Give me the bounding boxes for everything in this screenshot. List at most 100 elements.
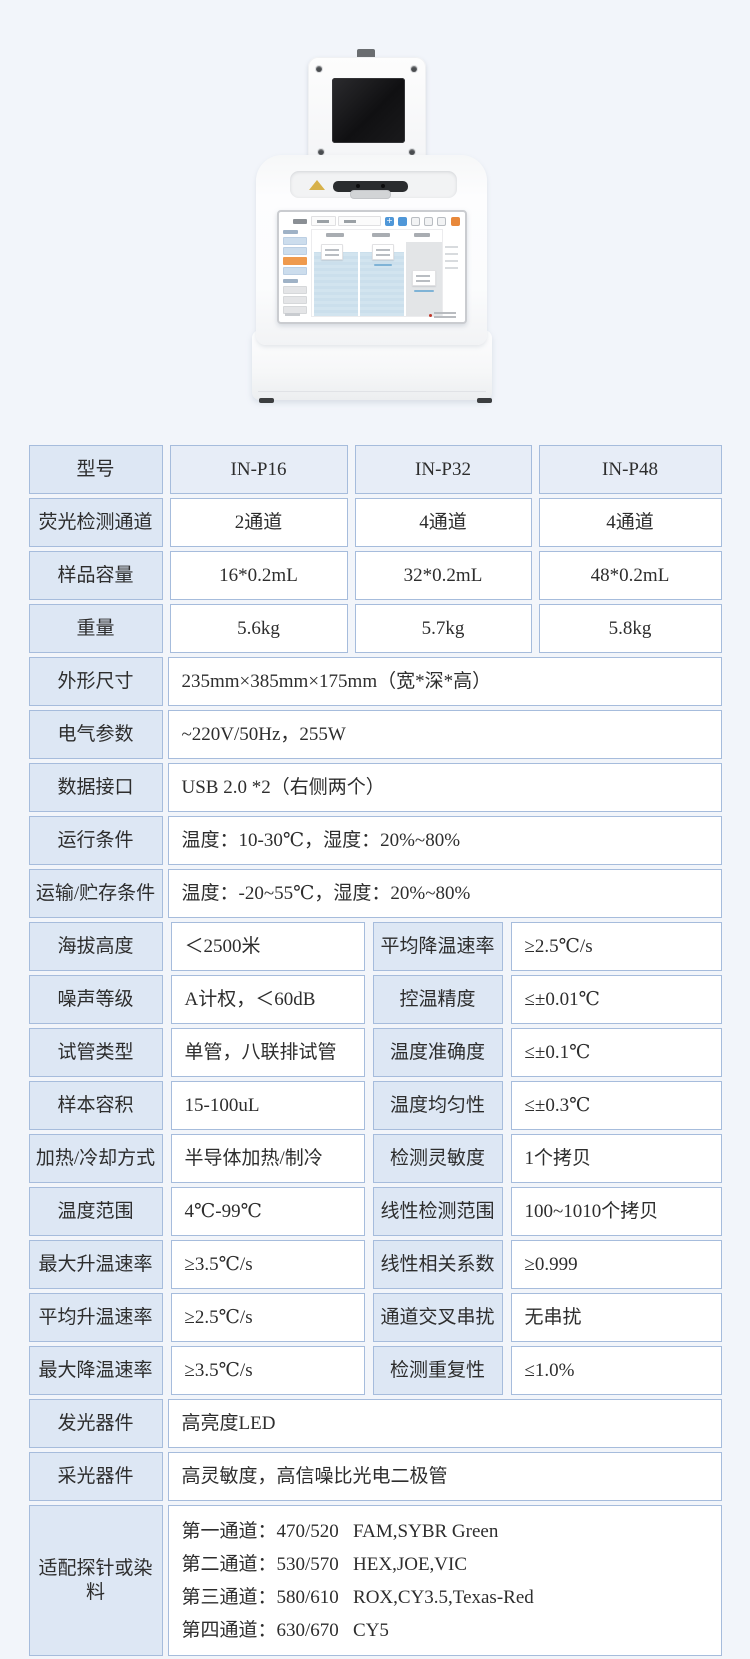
toolbar-icon-5: [437, 217, 446, 226]
spec-row: 外形尺寸 235mm×385mm×175mm（宽*深*高）: [28, 657, 722, 706]
spec-value: A计权，＜60dB: [170, 975, 365, 1024]
spec-row: 电气参数 ~220V/50Hz，255W: [28, 710, 722, 759]
screen-panel-1: [314, 242, 358, 316]
screen-main-area: [311, 229, 443, 317]
dye-channel-line: 第三通道：580/610 ROX,CY3.5,Texas-Red: [181, 1586, 534, 1608]
spec-label: 控温精度: [372, 975, 503, 1024]
spec-row: 发光器件 高亮度LED: [28, 1399, 722, 1448]
spec-value: ≥3.5℃/s: [170, 1346, 365, 1395]
screen-tab-1: [293, 219, 307, 224]
spec-table: 型号 IN-P16 IN-P32 IN-P48 荧光检测通道 2通道 4通道 4…: [28, 445, 722, 1656]
screen-panel-2: [360, 242, 404, 316]
spec-value: 无串扰: [510, 1293, 722, 1342]
spec-value: 5.7kg: [354, 604, 532, 653]
spec-label: 适配探针或染料: [28, 1505, 163, 1656]
spec-label: 样品容量: [28, 551, 163, 600]
spec-label: 电气参数: [28, 710, 163, 759]
spec-value: 高亮度LED: [167, 1399, 722, 1448]
spec-row: 温度范围 4℃-99℃ 线性检测范围 100~1010个拷贝: [28, 1187, 722, 1236]
spec-value: ＜2500米: [170, 922, 365, 971]
spec-label: 平均升温速率: [28, 1293, 163, 1342]
sample-block-slot: [333, 181, 408, 192]
spec-row: 运行条件 温度：10-30℃，湿度：20%~80%: [28, 816, 722, 865]
spec-label: 最大升温速率: [28, 1240, 163, 1289]
spec-label: 检测重复性: [372, 1346, 503, 1395]
flip-up-lid: [308, 57, 426, 174]
spec-label: 噪声等级: [28, 975, 163, 1024]
spec-value: 4通道: [538, 498, 722, 547]
spec-row: 加热/冷却方式 半导体加热/制冷 检测灵敏度 1个拷贝: [28, 1134, 722, 1183]
spec-label: 海拔高度: [28, 922, 163, 971]
model-name: IN-P32: [354, 445, 532, 494]
toolbar-icon-6: [451, 217, 460, 226]
spec-label: 重量: [28, 604, 163, 653]
spec-value: 15-100uL: [170, 1081, 365, 1130]
spec-value: 16*0.2mL: [169, 551, 348, 600]
lid-latch: [357, 49, 375, 60]
instrument-foot: [477, 398, 492, 403]
spec-value: ≤±0.3℃: [510, 1081, 722, 1130]
spec-value: ≥3.5℃/s: [170, 1240, 365, 1289]
spec-label: 线性相关系数: [372, 1240, 503, 1289]
device-screen-ui: +: [281, 214, 463, 320]
spec-row: 最大降温速率 ≥3.5℃/s 检测重复性 ≤1.0%: [28, 1346, 722, 1395]
block-handle: [350, 190, 391, 199]
spec-label: 样本容积: [28, 1081, 163, 1130]
spec-row: 运输/贮存条件 温度：-20~55℃，湿度：20%~80%: [28, 869, 722, 918]
spec-label: 温度均匀性: [372, 1081, 503, 1130]
spec-label: 线性检测范围: [372, 1187, 503, 1236]
spec-label: 温度准确度: [372, 1028, 503, 1077]
screw-icon: [411, 66, 417, 72]
dye-channel-line: 第一通道：470/520 FAM,SYBR Green: [181, 1520, 499, 1542]
dye-channel-line: 第二通道：530/570 HEX,JOE,VIC: [181, 1553, 468, 1575]
spec-row: 海拔高度 ＜2500米 平均降温速率 ≥2.5℃/s: [28, 922, 722, 971]
spec-row: 平均升温速率 ≥2.5℃/s 通道交叉串扰 无串扰: [28, 1293, 722, 1342]
spec-value: 4通道: [354, 498, 532, 547]
model-name: IN-P48: [538, 445, 722, 494]
spec-value: ≤±0.01℃: [510, 975, 722, 1024]
spec-label: 运输/贮存条件: [28, 869, 163, 918]
spec-value: ≤1.0%: [510, 1346, 722, 1395]
screen-tab-3: [338, 216, 381, 226]
spec-value: ≥0.999: [510, 1240, 722, 1289]
spec-value: 100~1010个拷贝: [510, 1187, 722, 1236]
product-photo: +: [0, 0, 750, 445]
spec-label: 通道交叉串扰: [372, 1293, 503, 1342]
spec-row: 试管类型 单管，八联排试管 温度准确度 ≤±0.1℃: [28, 1028, 722, 1077]
toolbar-icon-2: [398, 217, 407, 226]
spec-value: 2通道: [169, 498, 348, 547]
spec-value: 5.6kg: [169, 604, 348, 653]
spec-label: 发光器件: [28, 1399, 163, 1448]
screw-icon: [318, 149, 324, 155]
spec-label: 平均降温速率: [372, 922, 503, 971]
spec-label: 最大降温速率: [28, 1346, 163, 1395]
spec-label: 检测灵敏度: [372, 1134, 503, 1183]
spec-row-model: 型号 IN-P16 IN-P32 IN-P48: [28, 445, 722, 494]
spec-value: 单管，八联排试管: [170, 1028, 365, 1077]
spec-value: 温度：10-30℃，湿度：20%~80%: [167, 816, 722, 865]
spec-row: 数据接口 USB 2.0 *2（右侧两个）: [28, 763, 722, 812]
spec-value: 5.8kg: [538, 604, 722, 653]
spec-value: 4℃-99℃: [170, 1187, 365, 1236]
status-dot: [429, 314, 432, 317]
spec-label: 试管类型: [28, 1028, 163, 1077]
spec-value: 48*0.2mL: [538, 551, 722, 600]
spec-label: 外形尺寸: [28, 657, 163, 706]
spec-label: 数据接口: [28, 763, 163, 812]
screw-icon: [409, 149, 415, 155]
spec-value: USB 2.0 *2（右侧两个）: [167, 763, 722, 812]
spec-row: 荧光检测通道 2通道 4通道 4通道: [28, 498, 722, 547]
model-name: IN-P16: [169, 445, 348, 494]
spec-row: 采光器件 高灵敏度，高信噪比光电二极管: [28, 1452, 722, 1501]
spec-label: 采光器件: [28, 1452, 163, 1501]
spec-row: 样品容量 16*0.2mL 32*0.2mL 48*0.2mL: [28, 551, 722, 600]
spec-row: 最大升温速率 ≥3.5℃/s 线性相关系数 ≥0.999: [28, 1240, 722, 1289]
spec-row: 噪声等级 A计权，＜60dB 控温精度 ≤±0.01℃: [28, 975, 722, 1024]
screw-icon: [316, 66, 322, 72]
sidebar-active-item: [283, 257, 307, 265]
spec-value: 第一通道：470/520 FAM,SYBR Green 第二通道：530/570…: [167, 1505, 722, 1656]
spec-label: 荧光检测通道: [28, 498, 163, 547]
spec-row-dyes: 适配探针或染料 第一通道：470/520 FAM,SYBR Green 第二通道…: [28, 1505, 722, 1656]
spec-value: ~220V/50Hz，255W: [167, 710, 722, 759]
screen-tab-2: [311, 216, 336, 226]
